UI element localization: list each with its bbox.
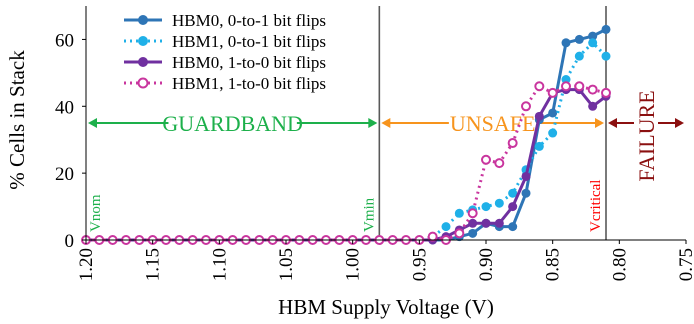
- region-label: UNSAFE: [450, 111, 536, 136]
- data-point: [534, 81, 545, 92]
- data-point: [481, 154, 491, 165]
- x-tick-label: 1.20: [76, 248, 97, 281]
- arrow-head-left: [88, 118, 97, 128]
- data-point: [588, 31, 598, 41]
- legend-label: HBM0, 0-to-1 bit flips: [172, 11, 326, 30]
- data-point: [494, 218, 504, 228]
- axes: 0 20 40 60 1.20 1.15 1.10 1.05 1.00 0.95 0.90 0.85 0…: [55, 6, 694, 281]
- data-point: [587, 84, 598, 95]
- data-point: [468, 228, 478, 238]
- data-point: [441, 222, 451, 232]
- y-tick-label: 0: [65, 231, 75, 252]
- data-point: [508, 222, 518, 232]
- series-line: [86, 40, 608, 242]
- data-point: [507, 138, 518, 149]
- x-tick-label: 1.15: [143, 248, 164, 281]
- data-point: [561, 81, 571, 92]
- legend-marker: [137, 77, 149, 89]
- region-label-bg: [168, 111, 297, 135]
- region-label: FAILURE: [634, 90, 659, 181]
- data-point: [467, 208, 478, 219]
- data-point: [468, 218, 478, 228]
- data-point: [534, 141, 544, 151]
- data-point: [548, 128, 558, 138]
- data-point: [547, 87, 558, 98]
- data-point: [601, 51, 611, 61]
- arrow-head-right: [675, 118, 684, 128]
- y-tick-label: 60: [55, 30, 74, 51]
- x-tick-label: 0.90: [476, 248, 497, 281]
- x-axis-label: HBM Supply Voltage (V): [278, 295, 494, 319]
- arrow-head-left: [381, 118, 391, 128]
- data-point: [454, 228, 465, 239]
- voltage-annotation: Vmin: [361, 197, 377, 232]
- x-tick-label: 0.80: [609, 248, 630, 281]
- data-point: [574, 34, 584, 44]
- data-point: [574, 81, 585, 92]
- data-point: [427, 231, 438, 242]
- legend-label: HBM1, 1-to-0 bit flips: [172, 74, 326, 93]
- region-annotations: GUARDBAND UNSAFE FAILURE Vnom Vmin Vcritical: [88, 6, 684, 240]
- y-axis-label: % Cells in Stack: [5, 50, 29, 190]
- legend-label: HBM0, 1-to-0 bit flips: [172, 53, 326, 72]
- data-point: [454, 208, 464, 218]
- data-point: [494, 198, 504, 208]
- data-point: [588, 101, 598, 111]
- legend-label: HBM1, 0-to-1 bit flips: [172, 32, 326, 51]
- data-point: [561, 38, 571, 48]
- x-tick-label: 0.75: [676, 248, 694, 281]
- voltage-annotation: Vcritical: [588, 180, 604, 232]
- arrow-head-right: [595, 118, 604, 128]
- data-point: [494, 158, 505, 169]
- legend-marker: [138, 15, 148, 25]
- y-tick-label: 40: [55, 97, 74, 118]
- data-point: [481, 218, 491, 228]
- data-point: [601, 24, 611, 34]
- x-tick-label: 0.85: [543, 248, 564, 281]
- arrow-head-right: [368, 118, 378, 128]
- arrow-head-left: [608, 118, 617, 128]
- x-tick-label: 1.00: [343, 248, 364, 281]
- data-point: [481, 202, 491, 212]
- voltage-annotation: Vnom: [88, 194, 104, 232]
- x-tick-label: 1.05: [276, 248, 297, 281]
- legend-marker: [138, 36, 148, 46]
- data-point: [521, 188, 531, 198]
- data-point: [508, 202, 518, 212]
- data-point: [574, 51, 584, 61]
- region-label: GUARDBAND: [162, 111, 303, 136]
- data-point: [508, 188, 518, 198]
- x-tick-label: 0.95: [409, 248, 430, 281]
- data-point: [601, 87, 611, 98]
- data-point: [521, 101, 531, 112]
- data-point: [521, 171, 531, 181]
- legend-marker: [138, 57, 148, 67]
- y-tick-label: 20: [55, 164, 74, 185]
- data-point: [588, 38, 598, 48]
- data-point: [548, 108, 558, 118]
- data-point: [534, 111, 544, 121]
- legend: HBM0, 0-to-1 bit flips HBM1, 0-to-1 bit f…: [124, 11, 326, 93]
- region-label-bg: [634, 84, 658, 190]
- x-tick-label: 1.10: [209, 248, 230, 281]
